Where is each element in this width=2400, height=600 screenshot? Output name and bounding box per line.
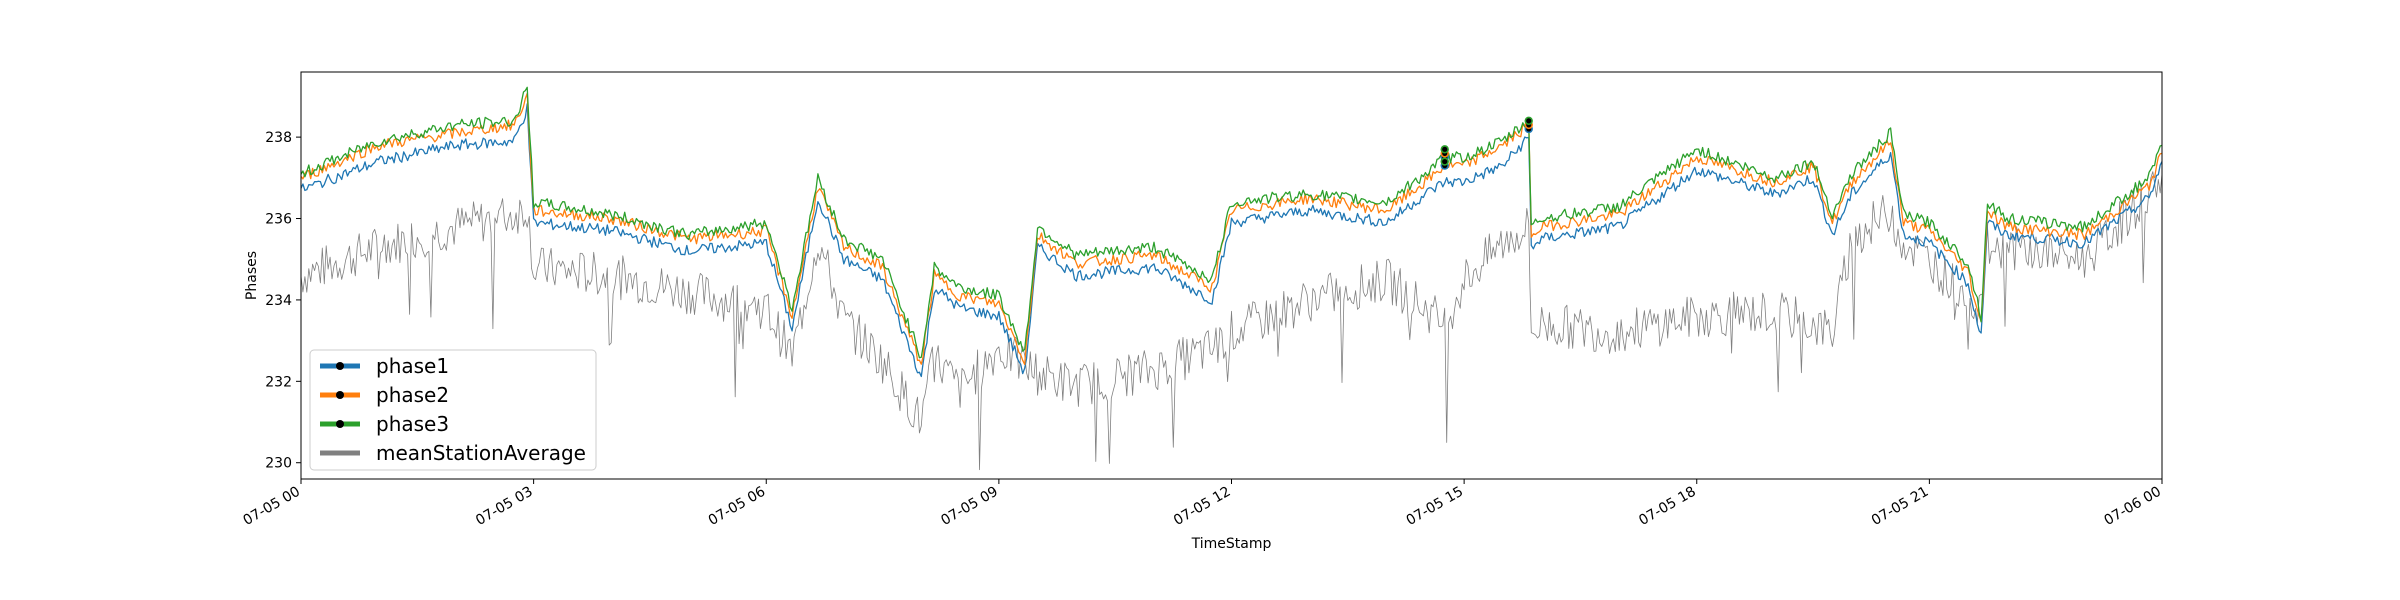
- series-line-phase1: [301, 103, 2162, 378]
- marker-dot-phase3: [1442, 146, 1448, 152]
- y-tick-label: 236: [265, 212, 292, 228]
- legend-label-phase1: phase1: [376, 354, 449, 378]
- legend-marker-phase1: [336, 362, 344, 370]
- legend-label-phase2: phase2: [376, 383, 449, 407]
- legend-box: [309, 349, 597, 471]
- y-tick-label: 238: [265, 130, 292, 146]
- plot-area: [301, 86, 2162, 471]
- series-line-meanStationAverage: [301, 171, 2162, 471]
- marker-dot-phase3: [1526, 118, 1532, 124]
- marker-dot-phase3: [1442, 158, 1448, 165]
- x-axis-title: TimeStamp: [1191, 536, 1272, 552]
- legend: phase1 phase2 phase3 meanStationAverage: [309, 349, 597, 471]
- legend-marker-phase3: [336, 420, 344, 428]
- y-tick-label: 230: [265, 456, 292, 472]
- legend-label-phase3: phase3: [376, 412, 449, 436]
- y-axis-title: Phases: [244, 251, 260, 300]
- legend-label-meanStationAverage: meanStationAverage: [376, 441, 586, 465]
- y-tick-label: 232: [265, 374, 292, 390]
- y-tick-label: 234: [265, 293, 292, 309]
- series-line-phase3: [301, 86, 2162, 359]
- series-line-phase2: [301, 92, 2162, 366]
- legend-marker-phase2: [336, 391, 344, 399]
